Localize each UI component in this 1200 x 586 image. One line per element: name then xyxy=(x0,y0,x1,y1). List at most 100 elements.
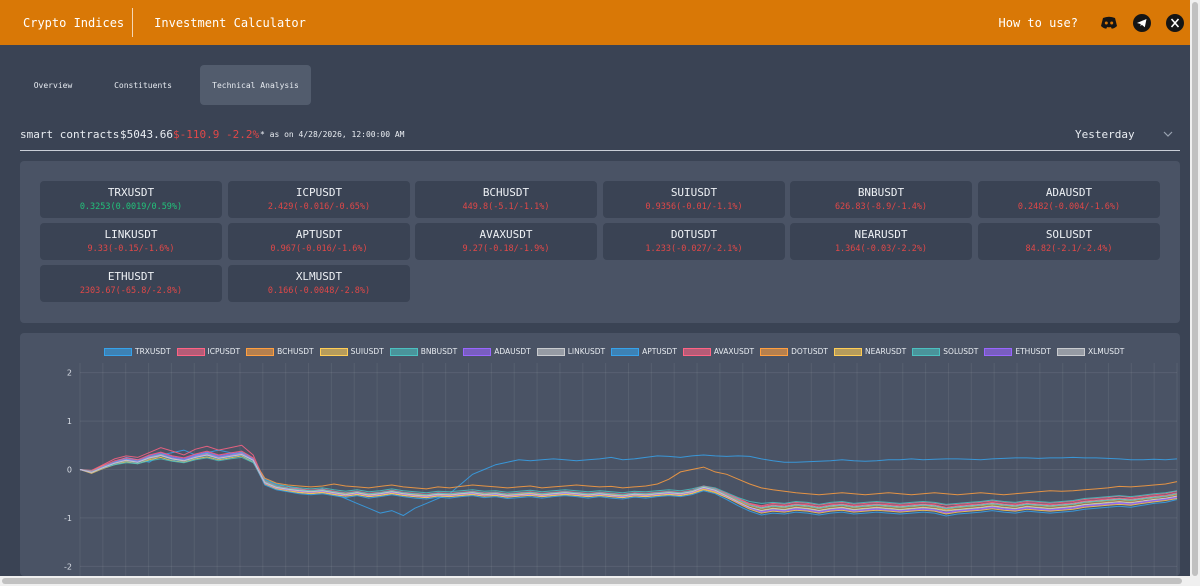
legend-label: DOTUSDT xyxy=(791,347,828,356)
constituent-card[interactable]: XLMUSDT 0.166(-0.0048/-2.8%) xyxy=(228,265,410,302)
card-value: 0.3253(0.0019/0.59%) xyxy=(79,202,183,212)
legend-swatch xyxy=(1056,347,1085,356)
card-symbol: XLMUSDT xyxy=(295,270,343,283)
legend-item-adausdt[interactable]: ADAUSDT xyxy=(463,347,531,356)
legend-item-aptusdt[interactable]: APTUSDT xyxy=(611,347,677,356)
brand-logo[interactable]: Crypto Indices xyxy=(23,15,125,30)
legend-swatch xyxy=(611,347,640,356)
legend-label: NEARUSDT xyxy=(864,347,907,356)
constituent-card[interactable]: DOTUSDT 1.233(-0.027/-2.1%) xyxy=(603,223,785,260)
legend-label: SOLUSDT xyxy=(943,347,979,356)
legend-label: LINKUSDT xyxy=(567,347,606,356)
horizontal-scrollbar[interactable] xyxy=(0,576,1190,586)
vertical-scrollbar[interactable] xyxy=(1190,0,1200,586)
card-value: 9.33(-0.15/-1.6%) xyxy=(87,244,175,254)
legend-item-linkusdt[interactable]: LINKUSDT xyxy=(536,347,606,356)
card-symbol: ETHUSDT xyxy=(107,270,155,283)
legend-swatch xyxy=(760,347,789,356)
legend-item-trxusdt[interactable]: TRXUSDT xyxy=(104,347,171,356)
telegram-icon[interactable] xyxy=(1133,13,1151,32)
card-value: 2.429(-0.016/-0.65%) xyxy=(267,202,371,212)
card-symbol: TRXUSDT xyxy=(107,186,155,199)
card-value: 0.9356(-0.01/-1.1%) xyxy=(645,202,743,212)
legend-label: BCHUSDT xyxy=(277,347,314,356)
card-symbol: APTUSDT xyxy=(295,228,343,241)
legend-item-bchusdt[interactable]: BCHUSDT xyxy=(246,347,314,356)
legend-swatch xyxy=(984,347,1013,356)
legend-swatch xyxy=(912,347,941,356)
card-value: 84.82(-2.1/-2.4%) xyxy=(1025,244,1113,254)
y-tick-label: 0 xyxy=(67,466,72,475)
index-value: $5043.66 xyxy=(120,128,173,141)
y-tick-label: -2 xyxy=(64,562,72,571)
constituent-card[interactable]: AVAXUSDT 9.27(-0.18/-1.9%) xyxy=(415,223,597,260)
legend-label: ADAUSDT xyxy=(494,347,531,356)
period-select[interactable]: Yesterday xyxy=(1075,128,1135,141)
legend-item-dotusdt[interactable]: DOTUSDT xyxy=(760,347,828,356)
constituent-card[interactable]: ETHUSDT 2303.67(-65.8/-2.8%) xyxy=(40,265,222,302)
chevron-down-icon[interactable] xyxy=(1162,129,1174,139)
card-value: 1.364(-0.03/-2.2%) xyxy=(834,244,928,254)
tab-technical-analysis[interactable]: Technical Analysis xyxy=(200,65,311,105)
legend-item-bnbusdt[interactable]: BNBUSDT xyxy=(389,347,457,356)
constituent-card[interactable]: ICPUSDT 2.429(-0.016/-0.65%) xyxy=(228,181,410,218)
legend-item-nearusdt[interactable]: NEARUSDT xyxy=(833,347,907,356)
series-line-bchusdt xyxy=(79,453,1178,496)
legend-item-ethusdt[interactable]: ETHUSDT xyxy=(984,347,1051,356)
index-as-of: * as on 4/28/2026, 12:00:00 AM xyxy=(260,130,405,139)
card-symbol: BNBUSDT xyxy=(857,186,905,199)
constituent-card[interactable]: BCHUSDT 449.8(-5.1/-1.1%) xyxy=(415,181,597,218)
view-tabs: Overview Constituents Technical Analysis xyxy=(20,65,311,105)
legend-label: ETHUSDT xyxy=(1015,347,1051,356)
legend-item-xlmusdt[interactable]: XLMUSDT xyxy=(1056,347,1125,356)
card-value: 1.233(-0.027/-2.1%) xyxy=(645,244,743,254)
card-value: 0.2482(-0.004/-1.6%) xyxy=(1017,202,1121,212)
card-symbol: SOLUSDT xyxy=(1045,228,1093,241)
constituent-cards: TRXUSDT 0.3253(0.0019/0.59%) ICPUSDT 2.429… xyxy=(20,161,1180,323)
card-symbol: SUIUSDT xyxy=(670,186,718,199)
legend-item-suiusdt[interactable]: SUIUSDT xyxy=(319,347,384,356)
y-tick-label: -1 xyxy=(64,514,72,523)
card-symbol: BCHUSDT xyxy=(482,186,530,199)
legend-swatch xyxy=(389,347,418,356)
card-symbol: ADAUSDT xyxy=(1045,186,1093,199)
legend-swatch xyxy=(536,347,565,356)
legend-item-avaxusdt[interactable]: AVAXUSDT xyxy=(682,347,755,356)
card-symbol: DOTUSDT xyxy=(670,228,718,241)
constituent-card[interactable]: ADAUSDT 0.2482(-0.004/-1.6%) xyxy=(978,181,1160,218)
legend-item-solusdt[interactable]: SOLUSDT xyxy=(912,347,978,356)
discord-icon[interactable] xyxy=(1100,14,1118,32)
card-symbol: NEARUSDT xyxy=(854,228,908,241)
legend-swatch xyxy=(682,347,711,356)
constituent-card[interactable]: NEARUSDT 1.364(-0.03/-2.2%) xyxy=(790,223,972,260)
how-to-use-link[interactable]: How to use? xyxy=(998,15,1078,30)
index-name: smart contracts xyxy=(20,128,120,141)
card-symbol: LINKUSDT xyxy=(104,228,158,241)
legend-label: AVAXUSDT xyxy=(713,347,755,356)
card-symbol: ICPUSDT xyxy=(295,186,343,199)
legend-label: XLMUSDT xyxy=(1087,347,1125,356)
nav-investment-calculator[interactable]: Investment Calculator xyxy=(154,15,306,30)
tab-overview[interactable]: Overview xyxy=(33,80,73,90)
constituent-card[interactable]: APTUSDT 0.967(-0.016/-1.6%) xyxy=(228,223,410,260)
legend-swatch xyxy=(833,347,862,356)
chart-canvas: 2 1 0 -1 -2 xyxy=(64,363,1178,576)
legend-label: ICPUSDT xyxy=(207,347,241,356)
constituent-card[interactable]: SUIUSDT 0.9356(-0.01/-1.1%) xyxy=(603,181,785,218)
legend-label: TRXUSDT xyxy=(135,347,171,356)
card-value: 0.967(-0.016/-1.6%) xyxy=(270,244,368,254)
card-value: 2303.67(-65.8/-2.8%) xyxy=(79,286,183,296)
constituent-card[interactable]: LINKUSDT 9.33(-0.15/-1.6%) xyxy=(40,223,222,260)
index-change: $-110.9 -2.2% xyxy=(173,128,260,141)
constituent-card[interactable]: TRXUSDT 0.3253(0.0019/0.59%) xyxy=(40,181,222,218)
legend-label: APTUSDT xyxy=(642,347,677,356)
tab-constituents[interactable]: Constituents xyxy=(114,80,172,90)
constituent-card[interactable]: BNBUSDT 626.83(-8.9/-1.4%) xyxy=(790,181,972,218)
chart-legend: TRXUSDT ICPUSDT BCHUSDT SUIUSDT BNBUSDT ADAUS… xyxy=(104,347,1130,356)
card-value: 9.27(-0.18/-1.9%) xyxy=(462,244,550,254)
legend-swatch xyxy=(319,347,348,356)
index-summary: smart contracts $5043.66 $-110.9 -2.2% *… xyxy=(20,124,1180,151)
legend-item-icpusdt[interactable]: ICPUSDT xyxy=(176,347,241,356)
constituent-card[interactable]: SOLUSDT 84.82(-2.1/-2.4%) xyxy=(978,223,1160,260)
x-icon[interactable] xyxy=(1166,13,1184,32)
